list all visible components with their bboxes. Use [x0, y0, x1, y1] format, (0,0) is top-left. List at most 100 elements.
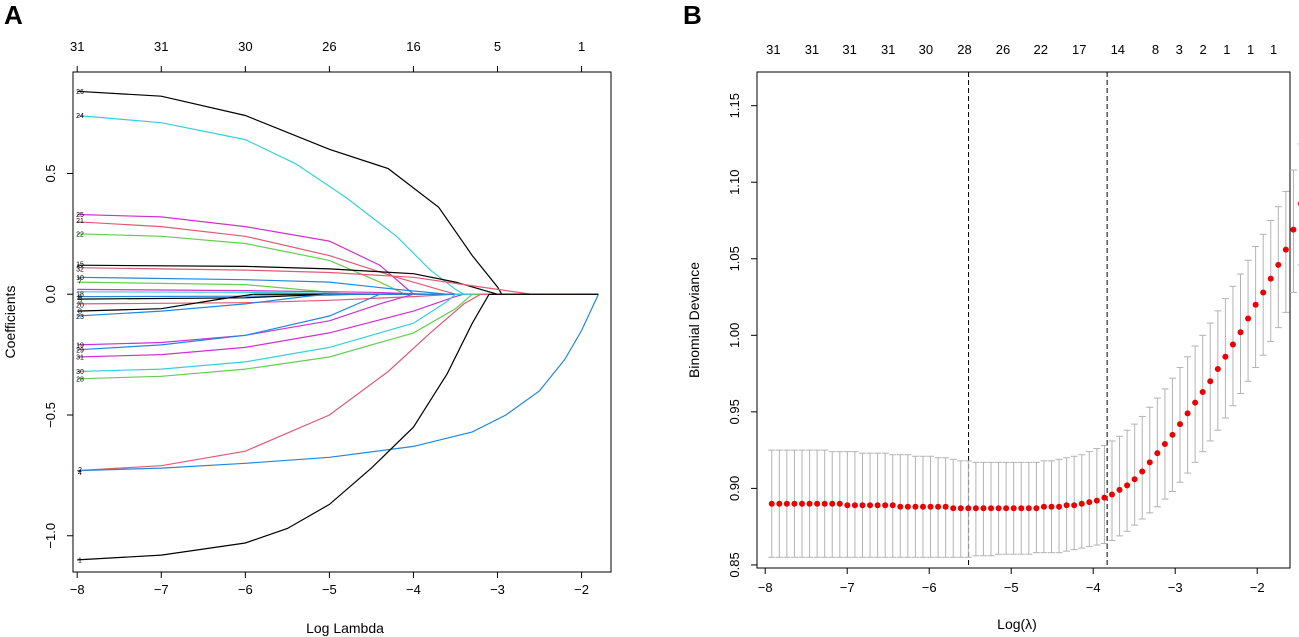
- mean-point-61: [1229, 341, 1236, 348]
- x-tick-label-1: −7: [154, 582, 169, 597]
- top-tick-label-3: 31: [881, 42, 895, 57]
- coef-path-32: [77, 267, 532, 295]
- panel-a-x-axis: −8 −7 −6 −5 −4 −3 −2: [70, 571, 589, 597]
- coef-path-8: [77, 293, 254, 312]
- coef-label-4: 22: [76, 231, 84, 238]
- coef-label-6: 32: [76, 266, 84, 273]
- x-tick-label-2: −6: [922, 580, 937, 595]
- y-tick-label-3: 1.00: [727, 323, 742, 348]
- mean-point-44: [1101, 494, 1108, 501]
- x-tick-label-3: −5: [1004, 580, 1019, 595]
- panel-a-x-label: Log Lambda: [306, 620, 384, 636]
- coef-path-7: [77, 281, 347, 295]
- mean-point-24: [950, 505, 957, 512]
- x-tick-label-4: −4: [406, 582, 421, 597]
- mean-point-58: [1207, 378, 1214, 385]
- mean-point-9: [836, 500, 843, 507]
- mean-point-14: [874, 502, 881, 509]
- mean-point-28: [980, 505, 987, 512]
- coef-path-30: [77, 293, 456, 373]
- mean-point-11: [851, 502, 858, 509]
- coef-path-31: [77, 293, 465, 358]
- coef-path-23: [77, 293, 330, 317]
- panel-a: A 26242521221532107186520823192931302824…: [2, 0, 612, 636]
- mean-point-16: [889, 502, 896, 509]
- coef-label-11: 5: [78, 298, 82, 305]
- mean-point-43: [1093, 497, 1100, 504]
- mean-point-57: [1199, 388, 1206, 395]
- coef-label-17: 31: [76, 355, 84, 362]
- x-tick-label-5: −3: [1168, 580, 1183, 595]
- mean-point-39: [1063, 502, 1070, 509]
- x-tick-label-1: −7: [840, 580, 855, 595]
- mean-point-60: [1222, 353, 1229, 360]
- mean-point-31: [1003, 505, 1010, 512]
- coef-path-14: [77, 293, 330, 300]
- y-tick-label-5: 1.10: [727, 170, 742, 195]
- mean-point-2: [783, 500, 790, 507]
- top-tick-label-3: 26: [322, 39, 336, 54]
- mean-point-48: [1131, 476, 1138, 483]
- panel-b-error-bars: [768, 143, 1299, 558]
- coef-path-21: [77, 221, 456, 295]
- mean-point-8: [829, 500, 836, 507]
- mean-point-38: [1056, 503, 1063, 510]
- panel-b-plot-box: [756, 71, 1291, 569]
- mean-point-52: [1161, 441, 1168, 447]
- mean-point-29: [988, 505, 995, 512]
- coef-label-3: 21: [76, 218, 84, 225]
- coef-path-20: [77, 293, 456, 305]
- coef-label-8: 7: [78, 278, 82, 285]
- panel-b-lambda-lines: [968, 72, 1108, 568]
- mean-point-32: [1010, 505, 1017, 512]
- top-tick-label-6: 26: [996, 42, 1010, 57]
- y-tick-label-2: 0.0: [43, 285, 58, 303]
- coef-label-20: 2: [78, 467, 82, 474]
- top-tick-label-4: 30: [919, 42, 933, 57]
- coef-label-18: 30: [76, 369, 84, 376]
- panel-b-y-axis: 0.85 0.90 0.95 1.00 1.05 1.10 1.15: [727, 93, 758, 578]
- y-tick-label-4: 1.05: [727, 246, 742, 271]
- coef-label-16: 29: [76, 347, 84, 354]
- x-tick-label-5: −3: [490, 582, 505, 597]
- coef-path-25: [77, 213, 414, 295]
- x-tick-label-4: −4: [1086, 580, 1101, 595]
- top-tick-label-5: 28: [957, 42, 971, 57]
- mean-point-59: [1214, 365, 1221, 372]
- coef-path-22: [77, 233, 406, 295]
- mean-point-4: [799, 500, 806, 507]
- coef-path-29: [77, 293, 381, 351]
- mean-point-10: [844, 502, 851, 509]
- mean-point-13: [867, 502, 874, 509]
- mean-point-12: [859, 502, 866, 509]
- coef-path-10: [77, 276, 448, 295]
- mean-point-69: [1290, 226, 1297, 233]
- mean-point-47: [1124, 482, 1131, 489]
- top-tick-label-1: 31: [805, 42, 819, 57]
- coef-label-7: 10: [76, 275, 84, 282]
- coef-label-1: 24: [76, 113, 84, 120]
- top-tick-label-8: 17: [1072, 42, 1086, 57]
- y-tick-label-1: 0.90: [727, 476, 742, 501]
- x-tick-label-3: −5: [322, 582, 337, 597]
- coef-label-5: 15: [76, 262, 84, 269]
- top-tick-label-6: 1: [578, 39, 585, 54]
- panel-b-top-axis: 31 31 31 31 30 28 26 22 17 14 8 3 2 1 1 1: [766, 42, 1277, 57]
- coef-path-28: [77, 293, 473, 380]
- coef-label-12: 20: [76, 303, 84, 310]
- panel-b-x-axis: −8 −7 −6 −5 −4 −3 −2: [758, 567, 1265, 595]
- panel-b-letter: B: [683, 0, 702, 30]
- mean-point-33: [1018, 505, 1025, 512]
- mean-point-65: [1260, 289, 1267, 296]
- mean-point-40: [1071, 502, 1078, 509]
- coef-label-21: 4: [78, 470, 82, 477]
- mean-point-36: [1040, 503, 1047, 510]
- mean-point-6: [814, 500, 821, 507]
- top-tick-label-1: 31: [154, 39, 168, 54]
- coef-label-22: 1: [78, 557, 82, 564]
- panel-b-mean-points: [768, 201, 1299, 512]
- mean-point-18: [904, 503, 911, 510]
- mean-point-55: [1184, 410, 1191, 417]
- panel-a-y-label: Coefficients: [2, 286, 18, 359]
